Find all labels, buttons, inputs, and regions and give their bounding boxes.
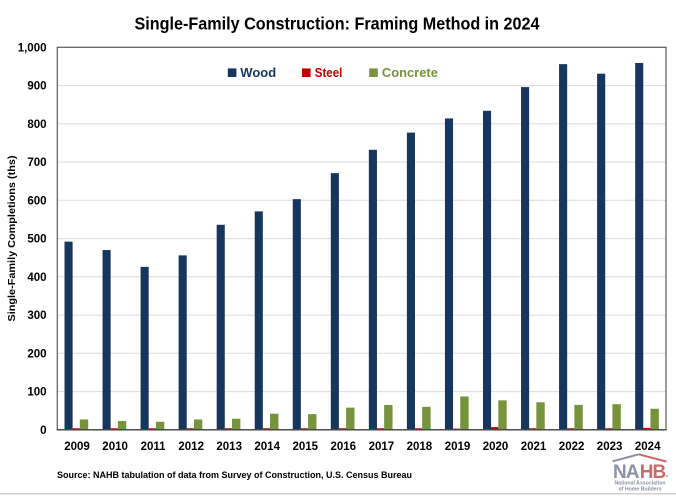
svg-text:2021: 2021	[521, 441, 547, 453]
svg-text:NA: NA	[613, 462, 640, 483]
svg-text:2015: 2015	[293, 441, 319, 453]
svg-text:Single-Family Completions (ths: Single-Family Completions (ths)	[6, 156, 18, 322]
svg-text:2022: 2022	[559, 441, 585, 453]
svg-text:Wood: Wood	[240, 65, 276, 80]
svg-text:900: 900	[27, 81, 46, 93]
svg-text:2024: 2024	[635, 441, 661, 453]
svg-text:500: 500	[27, 234, 46, 246]
svg-text:Source: NAHB tabulation of dat: Source: NAHB tabulation of data from Sur…	[57, 470, 412, 480]
svg-text:2011: 2011	[141, 441, 167, 453]
svg-text:of Home Builders: of Home Builders	[619, 487, 662, 493]
svg-text:Steel: Steel	[315, 65, 343, 80]
svg-text:800: 800	[27, 119, 46, 131]
svg-text:200: 200	[27, 348, 46, 360]
svg-text:2010: 2010	[102, 441, 128, 453]
svg-text:700: 700	[27, 157, 46, 169]
svg-text:2019: 2019	[445, 441, 471, 453]
svg-text:2013: 2013	[216, 441, 242, 453]
svg-text:2020: 2020	[483, 441, 509, 453]
svg-text:2016: 2016	[331, 441, 357, 453]
svg-text:2014: 2014	[254, 441, 280, 453]
svg-text:2009: 2009	[64, 441, 90, 453]
svg-text:2018: 2018	[407, 441, 433, 453]
svg-text:HB: HB	[640, 462, 666, 483]
svg-text:300: 300	[27, 310, 46, 322]
svg-text:2017: 2017	[369, 441, 395, 453]
svg-text:100: 100	[27, 387, 46, 399]
svg-text:600: 600	[27, 195, 46, 207]
svg-text:Single-Family Construction: Fr: Single-Family Construction: Framing Meth…	[135, 13, 540, 33]
svg-text:1,000: 1,000	[18, 42, 47, 54]
svg-text:0: 0	[40, 425, 46, 437]
svg-text:Concrete: Concrete	[382, 65, 438, 80]
svg-text:National Association: National Association	[614, 481, 665, 487]
svg-text:400: 400	[27, 272, 46, 284]
svg-text:2012: 2012	[178, 441, 204, 453]
svg-text:2023: 2023	[597, 441, 623, 453]
